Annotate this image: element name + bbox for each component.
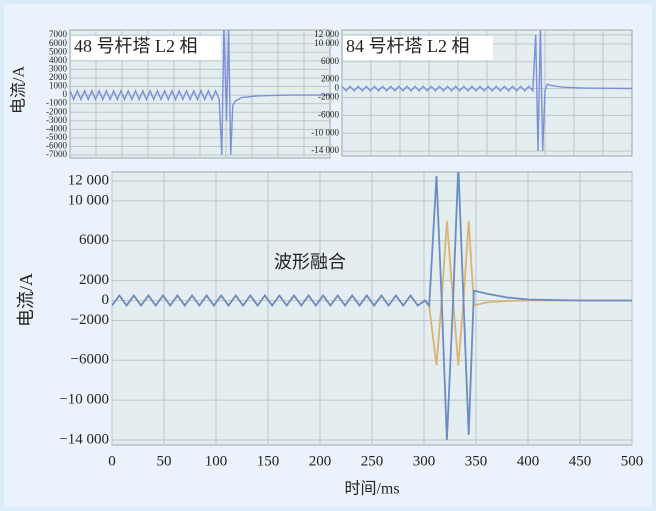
series-line xyxy=(342,30,632,152)
x-tick-label: 200 xyxy=(309,453,332,469)
chart-title: 48 号杆塔 L2 相 xyxy=(74,36,198,56)
chart-title: 84 号杆塔 L2 相 xyxy=(346,36,470,56)
series-line xyxy=(70,30,330,156)
annotation: 波形融合 xyxy=(274,252,346,272)
y-tick-label: 4000 xyxy=(49,55,68,65)
y-tick-label: -6000 xyxy=(46,141,67,151)
x-tick-label: 350 xyxy=(465,453,488,469)
y-tick-label: 10 000 xyxy=(68,192,109,208)
x-tick-label: 500 xyxy=(621,453,644,469)
x-tick-label: 300 xyxy=(413,453,436,469)
y-tick-label: -5000 xyxy=(46,132,67,142)
y-tick-label: 12 000 xyxy=(314,29,339,39)
title-box xyxy=(343,36,493,60)
y-tick-label: 1000 xyxy=(49,81,68,91)
series-line xyxy=(112,172,632,441)
y-tick-label: 6000 xyxy=(49,38,68,48)
x-tick-label: 150 xyxy=(257,453,280,469)
y-tick-label: −6000 xyxy=(71,352,109,368)
y-tick-label: -6000 xyxy=(318,109,339,119)
y-tick-label: 2000 xyxy=(79,272,109,288)
y-tick-label: −10 000 xyxy=(59,392,109,408)
y-axis-label: 电流/A xyxy=(10,66,28,114)
y-tick-label: -10 000 xyxy=(311,127,339,137)
y-tick-label: 6000 xyxy=(321,56,340,66)
x-axis-label: 时间/ms xyxy=(344,480,399,498)
x-tick-label: 50 xyxy=(157,453,172,469)
y-tick-label: −2000 xyxy=(71,312,109,328)
y-tick-label: -14 000 xyxy=(311,145,339,155)
y-tick-label: 12 000 xyxy=(68,172,109,188)
y-tick-label: 6000 xyxy=(79,232,109,248)
y-tick-label: 3000 xyxy=(49,63,68,73)
y-tick-label: 2000 xyxy=(49,72,68,82)
y-tick-label: 10 000 xyxy=(314,38,339,48)
y-tick-label: 7000 xyxy=(49,29,68,39)
y-tick-label: -2000 xyxy=(46,106,67,116)
y-tick-label: 2000 xyxy=(321,74,340,84)
x-tick-label: 250 xyxy=(361,453,384,469)
y-tick-label: -2000 xyxy=(318,92,339,102)
y-tick-label: 5000 xyxy=(49,46,68,56)
y-tick-label: -4000 xyxy=(46,123,67,133)
x-tick-label: 450 xyxy=(569,453,592,469)
x-tick-label: 100 xyxy=(205,453,228,469)
y-tick-label: -1000 xyxy=(46,98,67,108)
x-tick-label: 400 xyxy=(517,453,540,469)
y-tick-label: 0 xyxy=(63,89,68,99)
y-tick-label: 0 xyxy=(335,83,340,93)
y-tick-label: −14 000 xyxy=(59,431,109,447)
title-box xyxy=(71,36,221,60)
y-tick-label: -7000 xyxy=(46,149,67,159)
y-tick-label: -3000 xyxy=(46,115,67,125)
x-tick-label: 0 xyxy=(108,453,116,469)
y-axis-label: 电流/A xyxy=(16,273,36,327)
y-tick-label: 0 xyxy=(102,292,110,308)
